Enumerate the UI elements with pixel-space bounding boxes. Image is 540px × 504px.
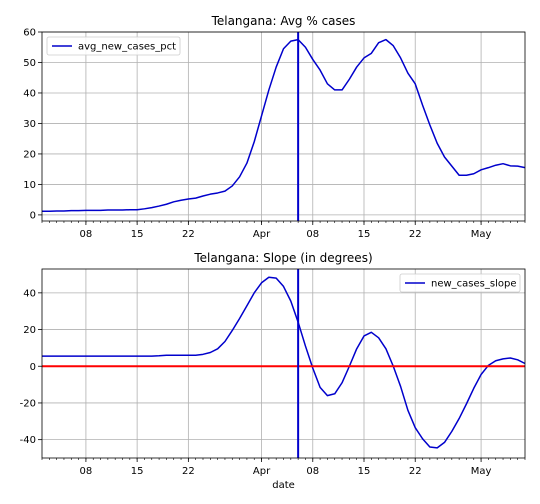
x-tick-label: Apr [253,229,271,240]
y-tick-label: 20 [23,325,36,336]
legend: new_cases_slope [399,273,521,293]
y-tick-label: 50 [23,58,36,69]
legend-label: new_cases_slope [431,279,516,290]
y-tick-label: 30 [23,119,36,130]
x-tick-label: 15 [358,466,371,477]
x-tick-label: May [471,466,492,477]
legend-label: avg_new_cases_pct [78,42,176,53]
y-tick-label: 0 [30,362,36,373]
x-tick-label: 22 [182,466,195,477]
chart-avg-cases: 08 15 22 Apr 08 15 22 May 0 10 20 30 40 50 60 Telangana… [23,14,526,240]
x-tick-label: 08 [80,466,93,477]
x-tick-label: 15 [131,229,144,240]
legend: avg_new_cases_pct [46,36,181,56]
chart-title: Telangana: Slope (in degrees) [193,251,372,265]
legend-box [46,36,181,56]
x-tick-label: 22 [409,466,422,477]
x-axis-label: date [272,480,295,491]
y-tick-label: 40 [23,288,36,299]
x-tick-label: 08 [306,229,319,240]
y-tick-label: 10 [23,180,36,191]
x-tick-label: 22 [409,229,422,240]
y-tick-label: 0 [30,210,36,221]
x-tick-label: May [471,229,492,240]
chart-slope: 08 15 22 Apr 08 15 22 May -40 -20 0 20 40 Telangana: … [20,251,526,491]
series-line-avg-new-cases-pct [42,38,526,212]
x-tick-label: 08 [80,229,93,240]
legend-box [399,273,521,293]
y-tick-label: 40 [23,88,36,99]
x-tick-label: 22 [182,229,195,240]
x-tick-label: 08 [306,466,319,477]
y-tick-label: -20 [20,398,36,409]
x-tick-label: Apr [253,466,271,477]
x-tick-label: 15 [131,466,144,477]
y-tick-label: -40 [20,435,36,446]
y-tick-label: 60 [23,28,36,39]
chart-title: Telangana: Avg % cases [211,14,356,28]
y-tick-label: 20 [23,149,36,160]
series-line-new-cases-slope [42,276,526,449]
x-tick-label: 15 [358,229,371,240]
